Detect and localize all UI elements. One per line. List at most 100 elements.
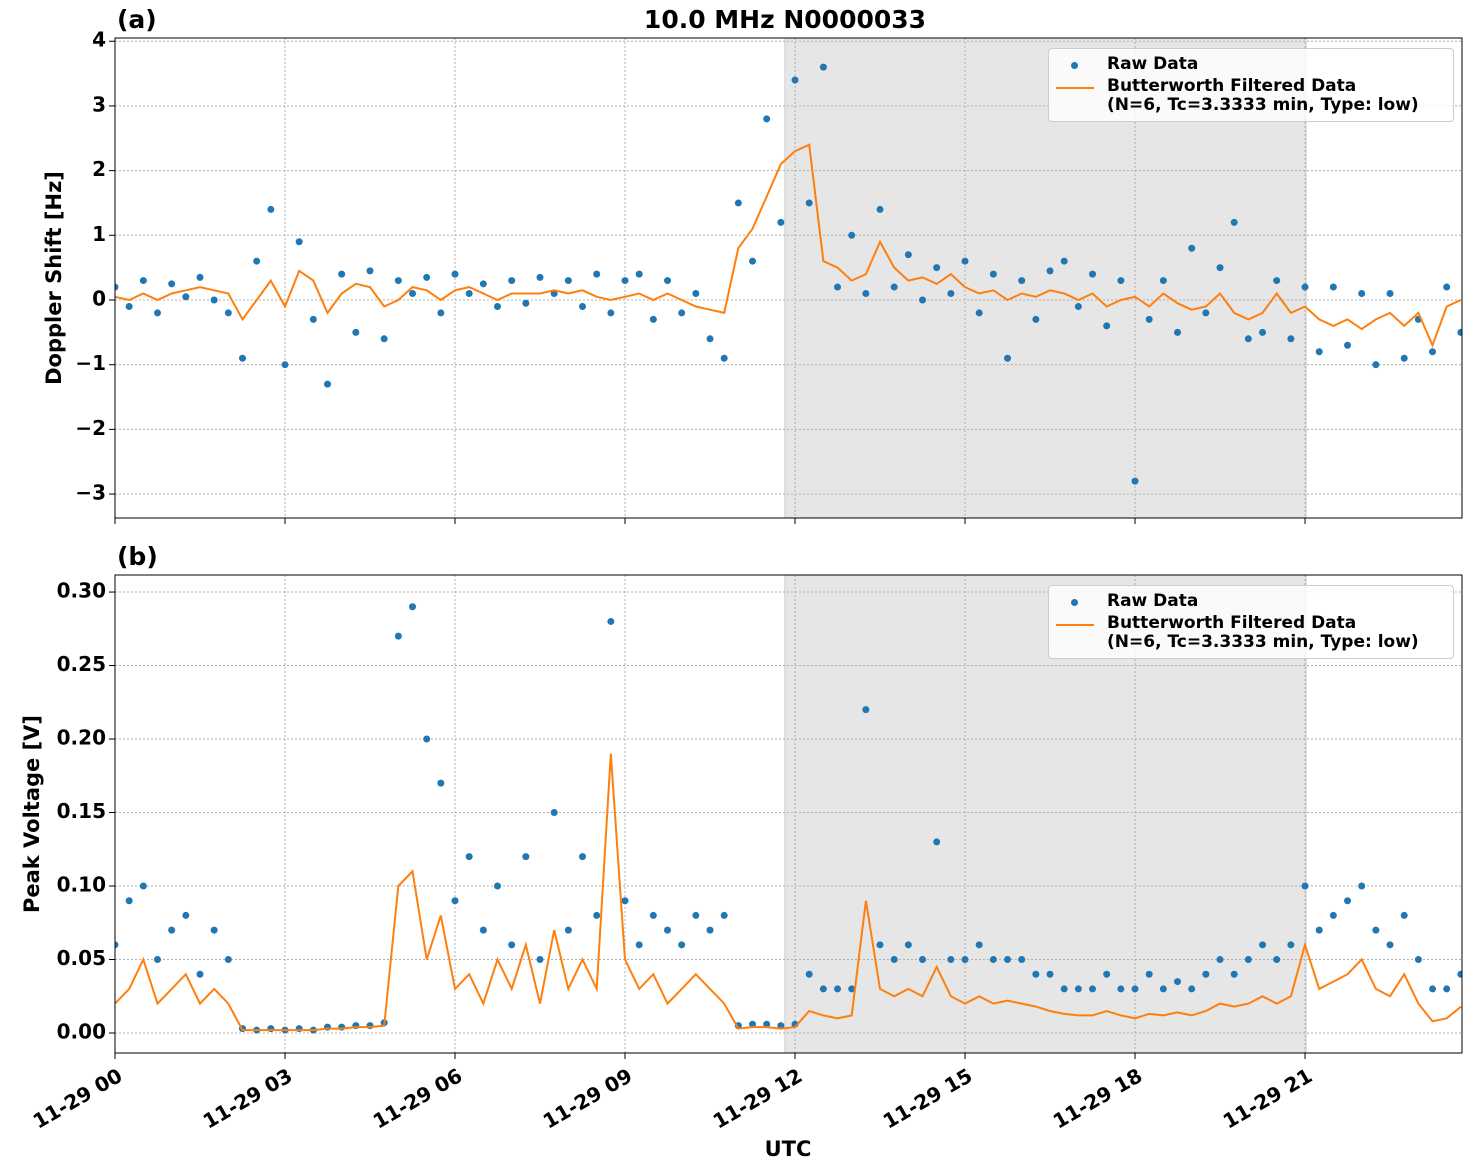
chart-title: 10.0 MHz N0000033 xyxy=(644,5,926,34)
raw-point xyxy=(720,911,728,919)
raw-point xyxy=(1188,985,1196,993)
raw-point xyxy=(494,302,502,310)
raw-point xyxy=(593,911,601,919)
raw-point xyxy=(777,218,785,226)
raw-point xyxy=(182,911,190,919)
raw-point xyxy=(1032,970,1040,978)
raw-point xyxy=(1244,956,1252,964)
raw-point xyxy=(168,280,176,288)
raw-point xyxy=(1400,911,1408,919)
raw-point xyxy=(1358,290,1366,298)
y-tick-label: 3 xyxy=(92,92,106,116)
raw-point xyxy=(1301,283,1309,291)
raw-point xyxy=(1145,970,1153,978)
raw-point xyxy=(550,290,558,298)
raw-point xyxy=(1372,361,1380,369)
y-tick-label: 0.00 xyxy=(57,1020,106,1044)
raw-point xyxy=(1358,882,1366,890)
raw-point xyxy=(664,926,672,934)
raw-point xyxy=(465,290,473,298)
x-tick-label: 11-29 15 xyxy=(879,1063,977,1133)
raw-point xyxy=(1344,341,1352,349)
legend-label: Raw Data xyxy=(1107,591,1199,611)
filtered-line xyxy=(115,143,1462,348)
raw-point xyxy=(862,290,870,298)
raw-point xyxy=(876,941,884,949)
raw-point xyxy=(324,380,332,388)
raw-point xyxy=(115,283,119,291)
raw-point xyxy=(1273,956,1281,964)
raw-point xyxy=(635,270,643,278)
legend: Raw Data Butterworth Filtered Data (N=6, … xyxy=(1048,48,1454,122)
raw-point xyxy=(919,296,927,304)
raw-point xyxy=(961,257,969,265)
y-tick-label: 1 xyxy=(92,222,106,246)
legend-label: Raw Data xyxy=(1107,54,1199,74)
raw-point xyxy=(834,283,842,291)
raw-point xyxy=(975,309,983,317)
raw-point xyxy=(115,941,119,949)
raw-point xyxy=(564,277,572,285)
raw-point xyxy=(1046,267,1054,275)
raw-point xyxy=(1018,277,1026,285)
raw-point xyxy=(1046,970,1054,978)
raw-point xyxy=(196,273,204,281)
raw-point xyxy=(1244,335,1252,343)
raw-point xyxy=(805,970,813,978)
raw-point xyxy=(479,926,487,934)
raw-point xyxy=(791,76,799,84)
raw-point xyxy=(352,328,360,336)
raw-point xyxy=(1315,926,1323,934)
raw-point xyxy=(465,853,473,861)
raw-point xyxy=(1131,985,1139,993)
legend-marker xyxy=(1071,599,1078,606)
raw-point xyxy=(834,985,842,993)
raw-point xyxy=(423,735,431,743)
raw-point xyxy=(1060,257,1068,265)
raw-point xyxy=(819,985,827,993)
raw-point xyxy=(763,115,771,123)
raw-point xyxy=(1159,985,1167,993)
raw-point xyxy=(508,941,516,949)
panel-label: (a) xyxy=(117,5,157,34)
raw-point xyxy=(564,926,572,934)
raw-point xyxy=(267,205,275,213)
y-tick-label: 2 xyxy=(92,157,106,181)
raw-point xyxy=(1259,941,1267,949)
raw-point xyxy=(224,309,232,317)
raw-point xyxy=(706,335,714,343)
raw-point xyxy=(394,277,402,285)
raw-point xyxy=(1443,985,1451,993)
legend-entry: Raw Data xyxy=(1049,55,1453,75)
raw-point xyxy=(1103,970,1111,978)
raw-point xyxy=(876,205,884,213)
raw-point xyxy=(1230,970,1238,978)
raw-point xyxy=(763,1020,771,1028)
raw-point xyxy=(1145,315,1153,323)
raw-point xyxy=(805,199,813,207)
raw-point xyxy=(1117,985,1125,993)
raw-point xyxy=(154,956,162,964)
raw-point xyxy=(649,315,657,323)
legend-entry: Butterworth Filtered Data (N=6, Tc=3.333… xyxy=(1049,77,1453,115)
raw-point xyxy=(947,290,955,298)
raw-point xyxy=(394,632,402,640)
raw-point xyxy=(734,199,742,207)
raw-point xyxy=(1060,985,1068,993)
raw-point xyxy=(1400,354,1408,362)
y-tick-label: 0.25 xyxy=(57,652,106,676)
legend-marker xyxy=(1071,62,1078,69)
raw-point xyxy=(1074,985,1082,993)
raw-point xyxy=(749,257,757,265)
raw-point xyxy=(678,309,686,317)
raw-point xyxy=(749,1020,757,1028)
raw-point xyxy=(635,941,643,949)
raw-point xyxy=(1386,290,1394,298)
y-tick-label: 0.15 xyxy=(57,799,106,823)
legend-marker xyxy=(1056,624,1094,626)
y-tick-label: 0.05 xyxy=(57,946,106,970)
y-tick-label: 4 xyxy=(92,28,106,52)
y-tick-label: 0.30 xyxy=(57,579,106,603)
raw-point xyxy=(1018,956,1026,964)
raw-point xyxy=(1216,264,1224,272)
